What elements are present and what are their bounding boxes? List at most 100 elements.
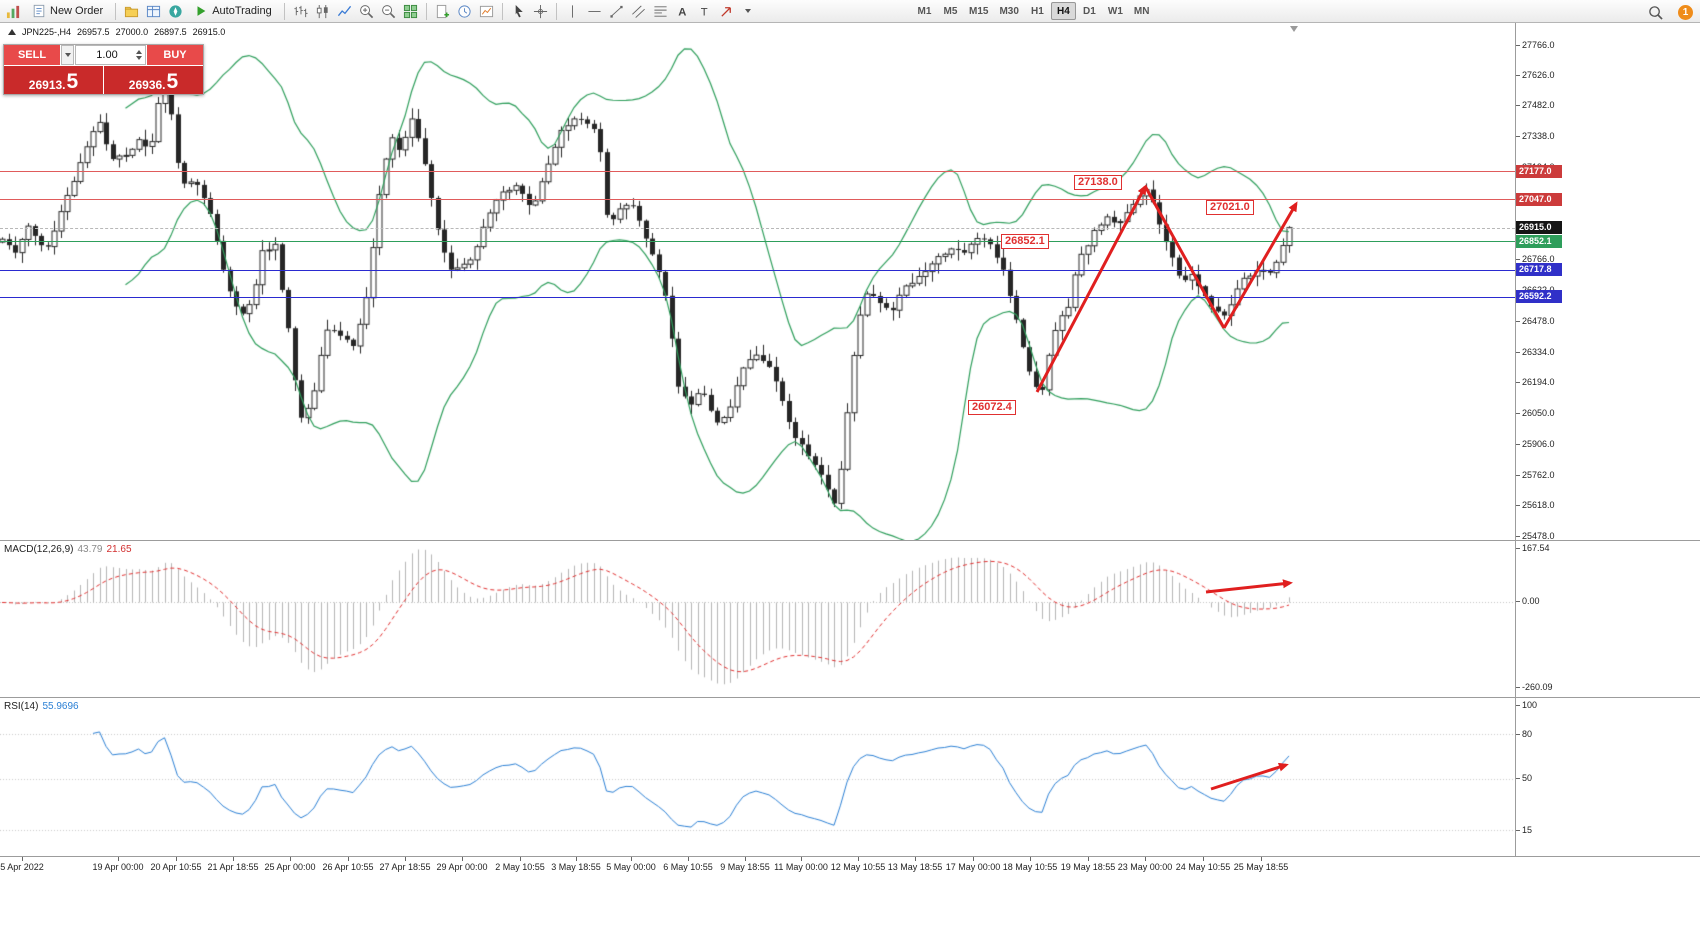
chart-shift-marker[interactable] [1290,26,1298,32]
new-order-button[interactable]: New Order [25,2,110,21]
price-axis-separator [1515,23,1516,856]
timeframe-button-D1[interactable]: D1 [1083,5,1096,17]
support-line-26592[interactable] [0,297,1515,298]
current-price-line[interactable] [0,228,1515,229]
time-axis-label: 27 Apr 18:55 [379,862,431,872]
price-axis-tick: 25478.0 [1516,530,1555,541]
price-axis-tick: 27338.0 [1516,131,1555,142]
sell-button[interactable]: SELL [4,45,60,65]
time-axis-label: 18 May 10:55 [1002,862,1058,872]
timeframe-button-M1[interactable]: M1 [917,5,932,17]
time-axis-label: 13 May 18:55 [887,862,943,872]
time-axis-tick [118,857,119,861]
volume-value[interactable]: 1.00 [96,49,118,61]
price-axis-tick: 25762.0 [1516,469,1555,480]
toolbar-left-group: New Order AutoTrading [0,0,1700,22]
cursor-icon[interactable] [508,2,529,21]
new-chart-icon[interactable] [432,2,453,21]
macd-axis-tick: 167.54 [1516,542,1550,553]
timeframe-button-H4[interactable]: H4 [1050,2,1076,20]
rsi-axis-tick: 50 [1515,772,1533,783]
time-axis-tick [745,857,746,861]
price-axis-tick: 26194.0 [1516,376,1555,387]
toolbar-separator [283,2,285,20]
text-icon[interactable]: A [672,2,693,21]
timeframe-button-MN[interactable]: MN [1133,5,1150,17]
new-order-icon [33,4,45,18]
price-axis-tick: 26334.0 [1516,346,1555,357]
timeframe-button-M5[interactable]: M5 [943,5,958,17]
volume-dropdown[interactable] [61,45,74,65]
time-axis-tick [462,857,463,861]
autotrading-play-icon [197,6,206,16]
navigator-icon[interactable] [165,2,186,21]
channel-icon[interactable] [628,2,649,21]
rsi-label: RSI(14) 55.9696 [4,701,79,712]
price-axis[interactable]: 27766.027626.027482.027338.027194.027050… [1515,0,1700,946]
bar-chart-icon[interactable] [290,2,311,21]
resistance-line-27177[interactable] [0,171,1515,172]
horizontal-lines-layer [0,171,1515,298]
time-axis-label: 19 May 18:55 [1060,862,1116,872]
tile-windows-icon[interactable] [400,2,421,21]
time-axis-tick [348,857,349,861]
timeframe-button-M30[interactable]: M30 [999,5,1019,17]
fibonacci-icon[interactable] [650,2,671,21]
ohlc-open: 26957.5 [77,27,110,37]
macd-axis-tick: -260.09 [1516,681,1553,692]
timeframe-button-M15[interactable]: M15 [969,5,989,17]
support-line-26717[interactable] [0,270,1515,271]
time-axis-label: 21 Apr 18:55 [207,862,259,872]
resistance-line-27047[interactable] [0,199,1515,200]
time-axis-tick [176,857,177,861]
buy-price[interactable]: 26936. 5 [104,66,203,94]
charts-profile-icon[interactable] [121,2,142,21]
time-axis-label: 29 Apr 00:00 [436,862,488,872]
time-axis-label: 6 May 10:55 [663,862,713,872]
timeframe-button-H1[interactable]: H1 [1031,5,1044,17]
arrow-tool-icon[interactable] [716,2,737,21]
time-axis-label: 25 Apr 00:00 [264,862,316,872]
label-icon[interactable]: T [694,2,715,21]
time-axis-tick [688,857,689,861]
line-chart-icon[interactable] [334,2,355,21]
zoom-out-icon[interactable] [378,2,399,21]
volume-decrease-button[interactable] [136,56,142,60]
price-axis-tick: 26766.0 [1516,254,1555,265]
candlestick-chart-icon[interactable] [312,2,333,21]
time-axis-tick [1030,857,1031,861]
vertical-line-icon[interactable] [562,2,583,21]
sell-price[interactable]: 26913. 5 [4,66,103,94]
market-watch-icon[interactable] [143,2,164,21]
crosshair-icon[interactable] [530,2,551,21]
macd-canvas[interactable] [0,541,1515,697]
price-axis-tick: 27766.0 [1516,39,1555,50]
one-click-trading-panel: SELL 1.00 BUY 26913. 5 26936. 5 [3,44,204,95]
volume-increase-button[interactable] [136,50,142,54]
time-axis-tick [858,857,859,861]
time-axis-tick [1261,857,1262,861]
toolbar-separator [555,2,557,20]
support-line-26852[interactable] [0,241,1515,242]
new-order-label: New Order [50,5,104,17]
ohlc-symbol: JPN225-,H4 [22,27,72,37]
panel-separator-rsi[interactable] [0,697,1700,698]
time-axis-label: 5 Apr 2022 [0,862,44,872]
panel-separator-macd[interactable] [0,540,1700,541]
price-axis-tick: 27482.0 [1516,100,1555,111]
zoom-in-icon[interactable] [356,2,377,21]
notification-badge[interactable]: 1 [1678,5,1693,20]
trendline-icon[interactable] [606,2,627,21]
timeframe-button-W1[interactable]: W1 [1107,5,1123,17]
buy-button[interactable]: BUY [147,45,203,65]
autotrading-button[interactable]: AutoTrading [187,2,279,21]
horizontal-line-icon[interactable] [584,2,605,21]
rsi-axis-tick: 80 [1515,728,1533,739]
chevron-down-icon[interactable] [738,2,759,21]
search-icon[interactable] [1645,3,1666,22]
svg-text:T: T [700,6,707,18]
time-axis[interactable]: 5 Apr 2022 19 Apr 00:00 20 Apr 10:55 21 Apr… [0,857,1515,877]
period-clock-icon[interactable] [454,2,475,21]
chart-template-icon[interactable] [476,2,497,21]
volume-input[interactable]: 1.00 [75,45,146,65]
